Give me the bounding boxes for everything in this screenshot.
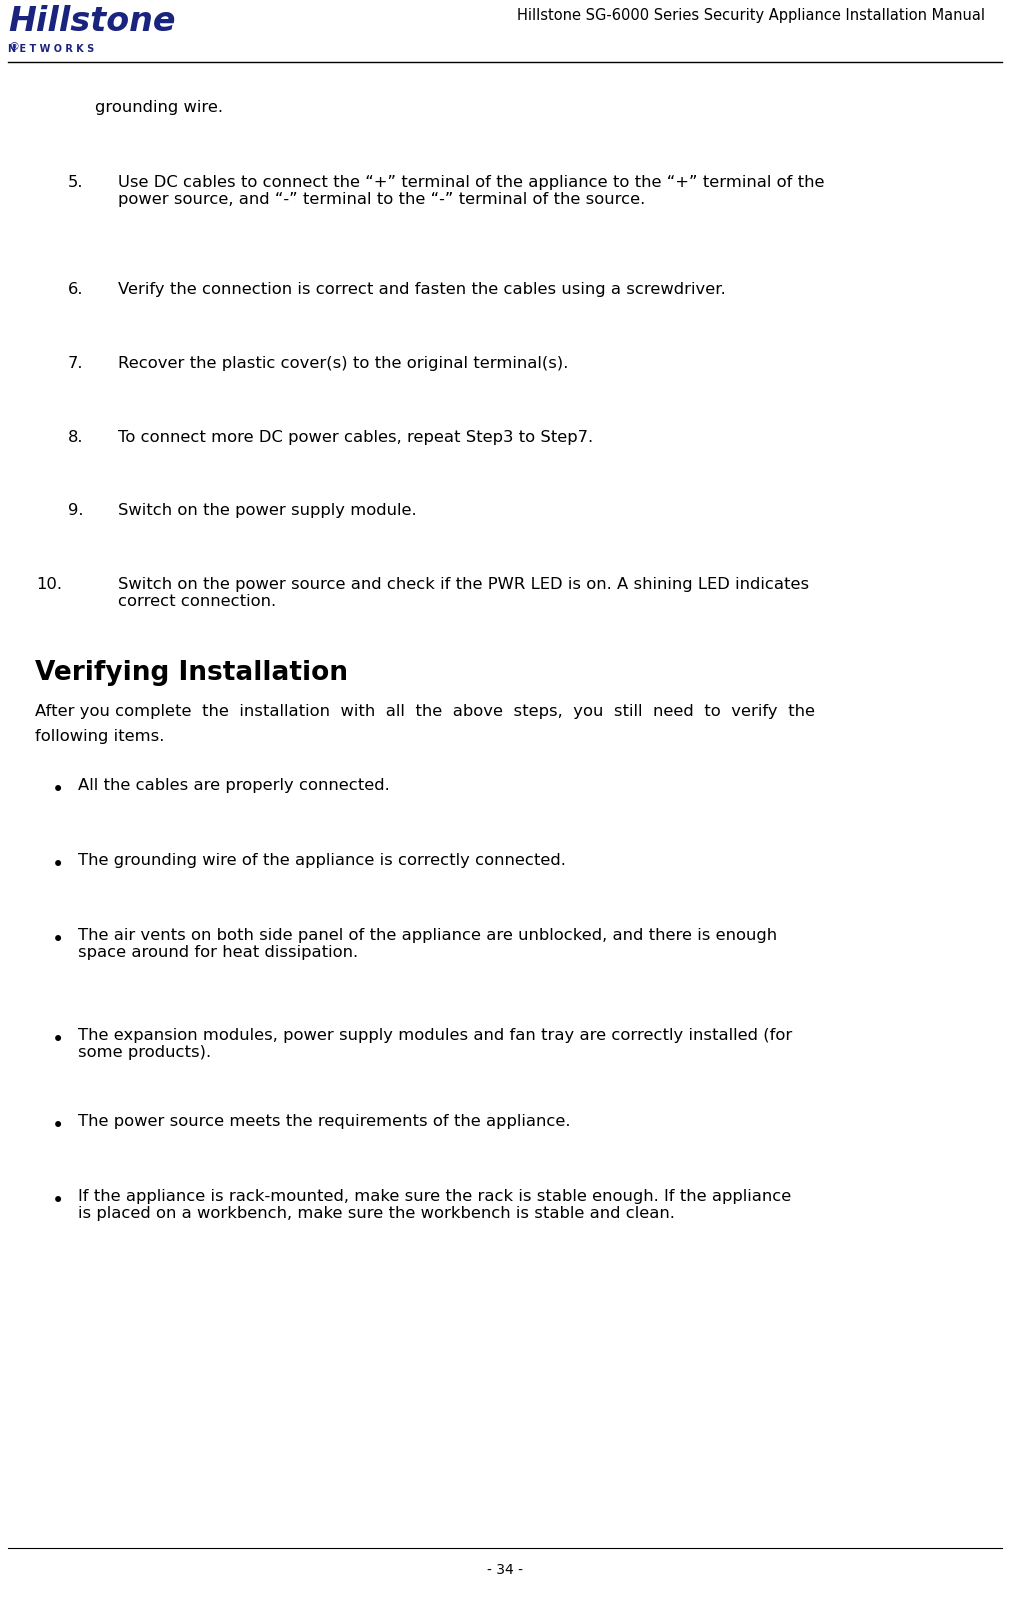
Text: The air vents on both side panel of the appliance are unblocked, and there is en: The air vents on both side panel of the …	[78, 927, 777, 961]
Text: •: •	[52, 855, 65, 875]
Text: Use DC cables to connect the “+” terminal of the appliance to the “+” terminal o: Use DC cables to connect the “+” termina…	[118, 174, 824, 208]
Text: To connect more DC power cables, repeat Step3 to Step7.: To connect more DC power cables, repeat …	[118, 430, 593, 445]
Text: 5.: 5.	[68, 174, 84, 190]
Text: Verify the connection is correct and fasten the cables using a screwdriver.: Verify the connection is correct and fas…	[118, 281, 726, 297]
Text: 6.: 6.	[68, 281, 84, 297]
Text: All the cables are properly connected.: All the cables are properly connected.	[78, 779, 390, 793]
Text: Switch on the power supply module.: Switch on the power supply module.	[118, 504, 416, 518]
Text: •: •	[52, 1030, 65, 1051]
Text: N E T W O R K S: N E T W O R K S	[8, 45, 94, 54]
Text: Recover the plastic cover(s) to the original terminal(s).: Recover the plastic cover(s) to the orig…	[118, 357, 569, 371]
Text: •: •	[52, 1191, 65, 1210]
Text: The grounding wire of the appliance is correctly connected.: The grounding wire of the appliance is c…	[78, 852, 566, 868]
Text: 10.: 10.	[36, 577, 62, 592]
Text: grounding wire.: grounding wire.	[95, 101, 223, 115]
Text: If the appliance is rack-mounted, make sure the rack is stable enough. If the ap: If the appliance is rack-mounted, make s…	[78, 1190, 791, 1222]
Text: The expansion modules, power supply modules and fan tray are correctly installed: The expansion modules, power supply modu…	[78, 1028, 792, 1060]
Text: 9.: 9.	[68, 504, 84, 518]
Text: After you complete  the  installation  with  all  the  above  steps,  you  still: After you complete the installation with…	[35, 704, 815, 720]
Text: •: •	[52, 1116, 65, 1135]
Text: ®: ®	[8, 42, 19, 53]
Text: following items.: following items.	[35, 729, 165, 744]
Text: - 34 -: - 34 -	[487, 1562, 523, 1577]
Text: •: •	[52, 780, 65, 800]
Text: •: •	[52, 931, 65, 950]
Text: 7.: 7.	[68, 357, 84, 371]
Text: 8.: 8.	[68, 430, 84, 445]
Text: The power source meets the requirements of the appliance.: The power source meets the requirements …	[78, 1115, 571, 1129]
Text: Switch on the power source and check if the PWR LED is on. A shining LED indicat: Switch on the power source and check if …	[118, 577, 809, 609]
Text: Verifying Installation: Verifying Installation	[35, 660, 348, 686]
Text: Hillstone: Hillstone	[8, 5, 176, 38]
Text: Hillstone SG-6000 Series Security Appliance Installation Manual: Hillstone SG-6000 Series Security Applia…	[517, 8, 985, 22]
